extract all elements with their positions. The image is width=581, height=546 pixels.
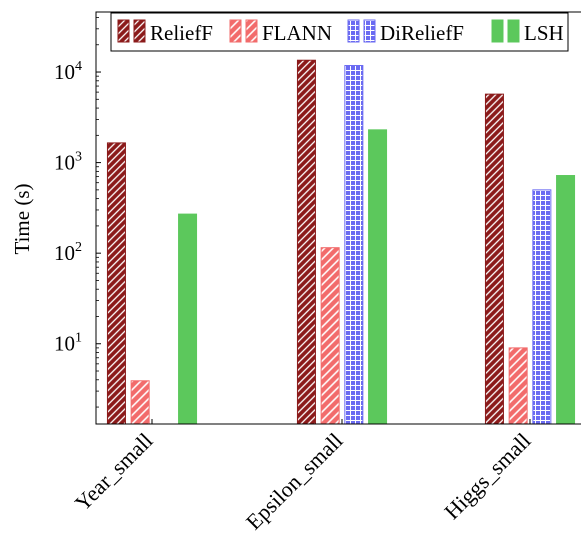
legend-swatch-flann [229,19,242,43]
bar-relieff-year_small [106,142,126,425]
legend-swatch-direlieff [363,19,376,43]
legend: ReliefF FLANN DiReliefF LSH [110,12,569,52]
legend-swatch-lsh [491,19,504,43]
legend-label-direlieff: DiReliefF [380,21,464,45]
bar-lsh-higgs_small [556,175,576,425]
legend-label-lsh: LSH [524,21,564,45]
bar-flann-higgs_small [508,347,528,425]
legend-swatch-flann [245,19,258,43]
bar-direlieff-higgs_small [532,189,552,425]
bars-layer [106,59,576,425]
legend-swatch-relieff [133,19,146,43]
legend-swatch-lsh [507,19,520,43]
legend-label-flann: FLANN [262,21,332,45]
bar-lsh-year_small [178,213,198,425]
bar-direlieff-epsilon_small [344,65,364,425]
y-tick-label: 104 [54,59,82,84]
bar-flann-year_small [130,380,150,425]
y-tick-label: 101 [54,331,82,356]
y-tick-label: 103 [54,150,82,175]
plot-frame [95,11,581,425]
bar-flann-epsilon_small [320,247,340,425]
x-tick-label: Epsilon_small [241,428,348,535]
legend-swatch-relieff [117,19,130,43]
x-tick-label: Year_small [70,428,158,516]
y-axis-label: Time (s) [10,184,34,255]
bar-lsh-epsilon_small [368,129,388,425]
x-tick-label: Higgs_small [439,428,535,524]
legend-label-relieff: ReliefF [150,21,213,45]
legend-swatch-direlieff [347,19,360,43]
y-tick-label: 102 [54,240,82,265]
bar-relieff-epsilon_small [296,59,316,425]
bar-relieff-higgs_small [484,93,504,425]
